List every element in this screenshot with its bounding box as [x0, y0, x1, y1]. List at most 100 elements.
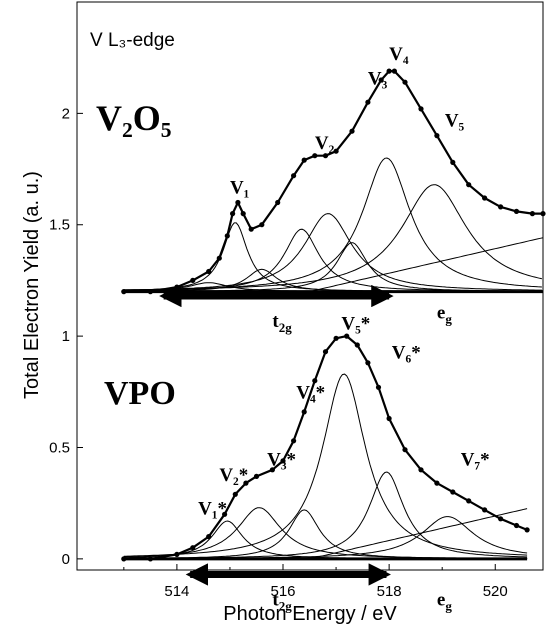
baselines	[123, 290, 543, 561]
data-point	[312, 378, 318, 384]
data-point	[291, 438, 297, 444]
data-point	[232, 491, 238, 497]
y-tick-label: 1	[62, 328, 70, 345]
y-tick-label: 0.5	[49, 439, 70, 456]
data-point	[450, 489, 456, 495]
peak-label-0-2: V₃	[368, 68, 388, 89]
x-tick-label: 514	[164, 583, 189, 600]
component-curve-0-3	[123, 228, 542, 292]
y-axis-label: Total Electron Yield (a. u.)	[21, 171, 43, 399]
data-point	[482, 507, 488, 513]
data-point	[378, 77, 384, 83]
data-line-1	[123, 335, 528, 560]
data-point	[354, 342, 360, 348]
peak-label-1-2: V₃*	[267, 449, 296, 470]
data-point	[121, 289, 127, 295]
data-point	[216, 255, 222, 261]
panel-label-vpo: VPO	[104, 375, 176, 412]
data-point	[243, 480, 249, 486]
band-label-0-0: t2g	[272, 311, 292, 335]
data-point	[466, 182, 472, 188]
data-point	[121, 556, 127, 562]
data-point	[450, 159, 456, 165]
data-point	[513, 208, 520, 214]
data-point	[275, 199, 281, 206]
data-point	[312, 153, 318, 159]
axes: 514 516 518 520 0 0.5 1 1.5 2	[49, 105, 508, 600]
peak-label-1-1: V₂*	[219, 465, 248, 486]
data-point	[386, 68, 392, 74]
peak-label-0-3: V₄	[389, 44, 409, 65]
data-point	[147, 556, 153, 562]
peak-label-0-0: V₁	[230, 178, 249, 199]
component-curve-0-7	[123, 184, 542, 291]
data-point	[222, 511, 228, 517]
data-point	[386, 415, 392, 422]
component-curve-1-4	[123, 471, 528, 559]
data-point	[259, 222, 265, 228]
data-point	[301, 157, 307, 163]
chart-title: V L₃-edge	[90, 30, 175, 51]
data-point	[224, 233, 230, 239]
data-point	[524, 527, 530, 533]
data-point	[190, 277, 196, 283]
data-point	[333, 335, 339, 341]
data-point	[402, 447, 408, 453]
peak-label-1-4: V₅*	[341, 313, 370, 334]
data-point	[248, 226, 254, 232]
data-series	[121, 68, 546, 562]
component-curve-1-3	[123, 373, 528, 557]
data-point	[434, 133, 440, 139]
peak-label-1-0: V₁*	[198, 498, 227, 519]
data-point	[322, 349, 329, 355]
component-curve-0-6	[123, 157, 542, 291]
data-point	[540, 211, 546, 217]
data-point	[206, 268, 212, 275]
data-point	[235, 199, 241, 206]
peak-label-1-6: V₇*	[461, 449, 490, 470]
data-point	[301, 409, 307, 415]
data-point	[344, 333, 350, 339]
data-point	[333, 148, 339, 154]
data-point	[375, 384, 382, 390]
x-axis-label: Photon Energy / eV	[223, 603, 397, 625]
data-point	[174, 551, 180, 558]
data-point	[365, 360, 371, 366]
data-point	[230, 211, 236, 217]
data-point	[434, 480, 440, 486]
band-label-0-1: eg	[437, 302, 452, 326]
band-label-1-1: eg	[437, 590, 452, 614]
data-line-0	[123, 70, 543, 293]
x-tick-label: 520	[483, 583, 508, 600]
data-point	[418, 106, 424, 112]
x-tick-label: 518	[377, 583, 402, 600]
data-point	[466, 498, 472, 504]
component-curve-0-4	[123, 213, 542, 291]
data-point	[482, 195, 488, 201]
data-point	[147, 289, 153, 295]
data-point	[269, 467, 275, 473]
data-point	[206, 534, 212, 540]
y-tick-label: 0	[62, 551, 70, 568]
data-point	[365, 99, 371, 105]
data-point	[529, 211, 536, 217]
data-point	[418, 467, 424, 473]
peak-label-0-1: V₂	[315, 133, 335, 154]
data-point	[280, 458, 286, 464]
component-curve-0-1	[123, 222, 542, 292]
band-label-1-0: t2g	[272, 590, 292, 614]
y-tick-label: 1.5	[49, 217, 70, 234]
x-tick-label: 516	[270, 583, 295, 600]
peak-label-0-4: V₅	[445, 111, 465, 132]
data-point	[498, 516, 504, 522]
data-point	[322, 153, 329, 159]
data-point	[190, 545, 196, 551]
plot-frame	[76, 1, 544, 571]
data-point	[349, 128, 355, 134]
data-point	[174, 284, 180, 290]
data-point	[253, 473, 260, 479]
y-tick-label: 2	[62, 105, 70, 122]
data-point	[240, 211, 246, 217]
